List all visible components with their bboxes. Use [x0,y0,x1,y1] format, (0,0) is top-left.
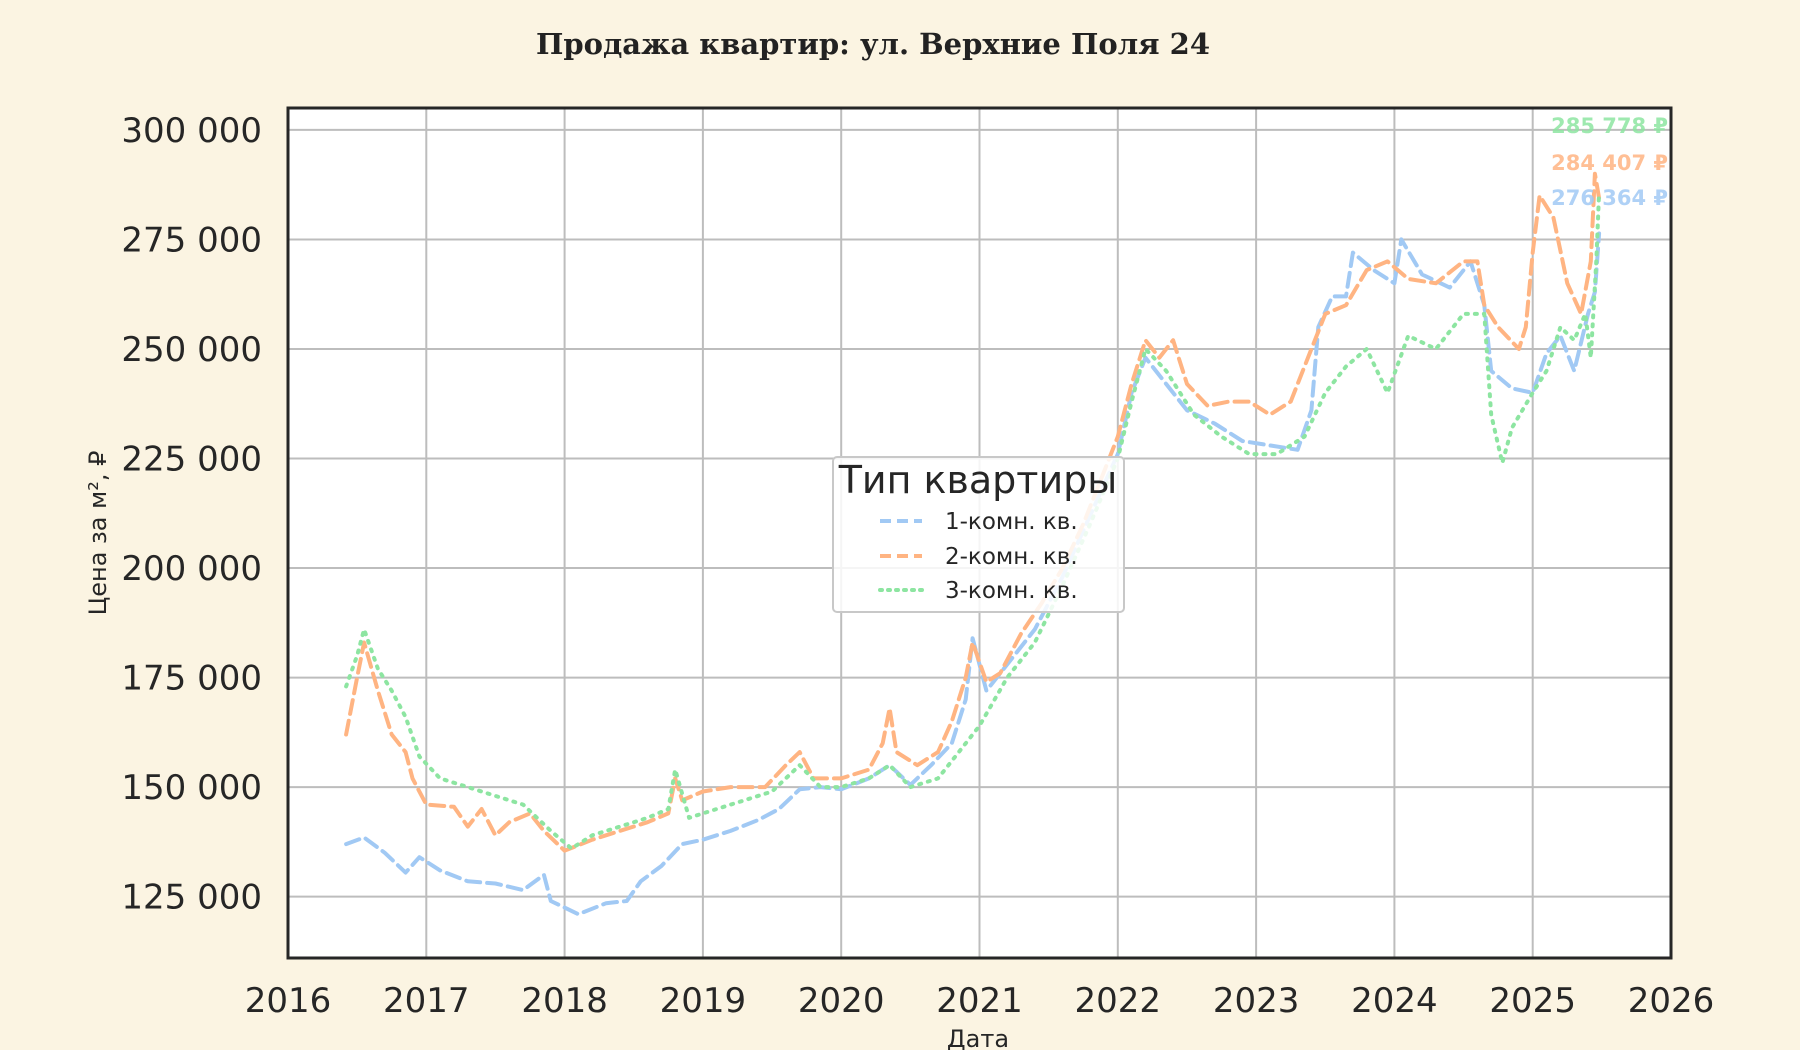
series-line-3-room [344,190,1602,851]
end-label-3-room: 285 778 ₽ [1551,114,1668,138]
x-tick-label: 2026 [1628,981,1715,1021]
legend-label-1-room: 1-комн. кв. [945,509,1078,535]
x-tick-label: 2022 [1075,981,1162,1021]
legend-label-3-room: 3-комн. кв. [945,578,1078,604]
legend-title: Тип квартиры [838,458,1118,502]
y-tick-label: 250 000 [121,330,262,370]
x-tick-label: 2021 [936,981,1023,1021]
y-tick-label: 175 000 [121,659,262,699]
y-tick-label: 200 000 [121,549,262,589]
series-line-1-room [344,231,1602,917]
chart-title: Продажа квартир: ул. Верхние Поля 24 [536,27,1210,61]
y-tick-label: 125 000 [121,878,262,918]
series-line-2-room [344,171,1602,853]
end-label-2-room: 284 407 ₽ [1551,151,1668,175]
x-tick-label: 2016 [245,981,332,1021]
x-tick-label: 2025 [1489,981,1576,1021]
y-tick-label: 275 000 [121,220,262,260]
plot-frame [286,106,1673,960]
x-tick-label: 2020 [798,981,885,1021]
y-axis-ticks: 125 000 150 000 175 000 200 000 225 000 250 0… [121,111,262,918]
legend-box [832,456,1125,613]
series-layer [344,171,1602,917]
end-label-1-room: 276 364 ₽ [1551,186,1668,210]
y-tick-label: 300 000 [121,111,262,151]
x-axis-label: Дата [947,1025,1009,1050]
x-tick-label: 2023 [1213,981,1300,1021]
end-labels: 276 364 ₽ 284 407 ₽ 285 778 ₽ [1551,114,1668,210]
y-axis-label: Цена за м², ₽ [84,451,112,616]
y-tick-label: 225 000 [121,440,262,480]
legend: Тип квартиры 1-комн. кв. 2-комн. кв. 3-к… [832,456,1125,613]
legend-label-2-room: 2-комн. кв. [945,544,1078,570]
x-axis-ticks: 2016 2017 2018 2019 2020 2021 2022 2023 2024 2025… [245,981,1715,1021]
x-tick-label: 2018 [521,981,608,1021]
x-tick-label: 2024 [1351,981,1438,1021]
y-tick-label: 150 000 [121,768,262,808]
x-tick-label: 2017 [383,981,470,1021]
x-tick-label: 2019 [660,981,747,1021]
